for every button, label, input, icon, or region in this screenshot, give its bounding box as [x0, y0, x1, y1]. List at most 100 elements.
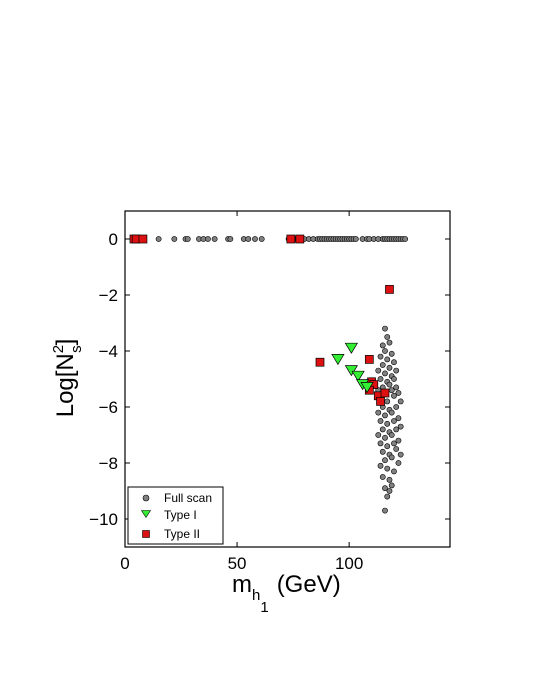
- full-scan-point: [386, 476, 393, 483]
- full-scan-point: [397, 451, 404, 458]
- full-scan-point: [375, 432, 382, 438]
- type-ii-point: [376, 397, 385, 406]
- full-scan-point: [377, 353, 384, 360]
- full-scan-point: [245, 236, 252, 242]
- y-axis-label-sup: 2: [50, 345, 67, 353]
- full-scan-point: [393, 426, 400, 433]
- full-scan-point: [211, 236, 218, 242]
- full-scan-point: [388, 409, 395, 416]
- type-i-point: [331, 354, 345, 366]
- y-tick-label: −4: [99, 342, 118, 361]
- full-scan-point: [393, 404, 400, 410]
- full-scan-point: [391, 359, 397, 366]
- legend-label-type-ii: Type II: [164, 527, 200, 541]
- full-scan-point: [388, 454, 395, 461]
- type-i-point: [351, 370, 365, 382]
- full-scan-point: [395, 460, 402, 466]
- x-axis-label-subsub: 1: [260, 599, 268, 616]
- full-scan-point: [377, 440, 384, 447]
- full-scan-point: [352, 236, 359, 242]
- x-axis-label-sub: h: [252, 587, 260, 604]
- type-i-point: [360, 382, 374, 394]
- type-i-point: [344, 365, 358, 377]
- full-scan-point: [375, 367, 382, 374]
- y-axis-label-sub: s: [68, 345, 85, 353]
- x-axis-label-unit: (GeV): [277, 571, 341, 598]
- legend-marker-type-ii: [142, 530, 150, 538]
- full-scan-point: [384, 398, 391, 405]
- full-scan-point: [171, 236, 178, 242]
- full-scan-point: [384, 420, 391, 427]
- type-ii-point: [315, 357, 325, 367]
- full-scan-point: [382, 507, 388, 514]
- full-scan-point: [184, 236, 191, 242]
- full-scan-point: [227, 236, 234, 242]
- y-tick-label: −10: [89, 510, 118, 529]
- type-ii-point: [138, 234, 148, 244]
- y-tick-label: −6: [99, 398, 118, 417]
- full-scan-point: [384, 356, 391, 363]
- y-axis-label-prefix: Log[N: [52, 353, 79, 417]
- full-scan-point: [382, 457, 388, 464]
- full-scan-point: [379, 474, 386, 480]
- legend-marker-full-scan: [142, 494, 150, 502]
- x-axis-label-base: m: [232, 571, 252, 598]
- full-scan-point: [384, 443, 391, 450]
- full-scan-point: [375, 409, 382, 416]
- y-tick-label: 0: [109, 230, 118, 249]
- type-ii-point: [286, 234, 296, 244]
- full-scan-point: [386, 381, 393, 388]
- full-scan-point: [377, 418, 384, 424]
- legend-label-type-i: Type I: [164, 508, 197, 522]
- legend: Full scan Type I Type II: [127, 486, 224, 545]
- legend-label-full-scan: Full scan: [164, 491, 212, 505]
- type-ii-point: [364, 355, 374, 364]
- y-axis-label-suffix: ]: [52, 339, 79, 346]
- full-scan-point: [155, 236, 162, 242]
- full-scan-point: [391, 440, 397, 447]
- plot-area-frame: [124, 210, 451, 548]
- y-axis-label: Log[N2s]: [50, 339, 85, 418]
- type-ii-point: [295, 234, 305, 244]
- legend-marker-type-i: [140, 510, 152, 519]
- full-scan-point: [393, 384, 400, 391]
- full-scan-point: [258, 236, 265, 242]
- axis-ticks: 0 50 100 0 −2 −4 −6 −8 −10: [89, 211, 450, 573]
- full-scan-point: [379, 426, 386, 433]
- type-ii-point: [385, 285, 394, 294]
- full-scan-point: [397, 398, 404, 405]
- x-tick-label: 50: [228, 554, 247, 573]
- full-scan-point: [252, 236, 258, 242]
- full-scan-point: [382, 434, 388, 441]
- full-scan-point: [393, 446, 400, 452]
- type-ii-point: [380, 388, 390, 398]
- x-axis-label: mh1 (GeV): [232, 571, 341, 616]
- full-scan-point: [382, 485, 388, 492]
- type-ii-series: [129, 234, 394, 406]
- full-scan-point: [384, 493, 391, 500]
- y-tick-label: −2: [99, 286, 118, 305]
- full-scan-series: [131, 236, 409, 514]
- x-tick-label: 0: [120, 554, 129, 573]
- full-scan-point: [379, 448, 386, 455]
- full-scan-point: [386, 339, 393, 346]
- x-tick-label: 100: [335, 554, 363, 573]
- full-scan-point: [379, 362, 386, 368]
- full-scan-point: [379, 342, 386, 349]
- full-scan-point: [391, 392, 397, 399]
- full-scan-point: [386, 488, 393, 494]
- type-i-point: [344, 342, 358, 354]
- full-scan-point: [377, 462, 384, 469]
- type-i-series: [331, 342, 374, 394]
- full-scan-point: [205, 236, 211, 242]
- full-scan-point: [388, 482, 395, 489]
- full-scan-point: [382, 370, 388, 377]
- full-scan-point: [402, 236, 409, 242]
- full-scan-point: [382, 348, 388, 354]
- full-scan-point: [382, 412, 388, 419]
- full-scan-point: [388, 432, 395, 438]
- full-scan-point: [388, 387, 395, 394]
- full-scan-point: [384, 465, 391, 472]
- full-scan-point: [397, 423, 404, 430]
